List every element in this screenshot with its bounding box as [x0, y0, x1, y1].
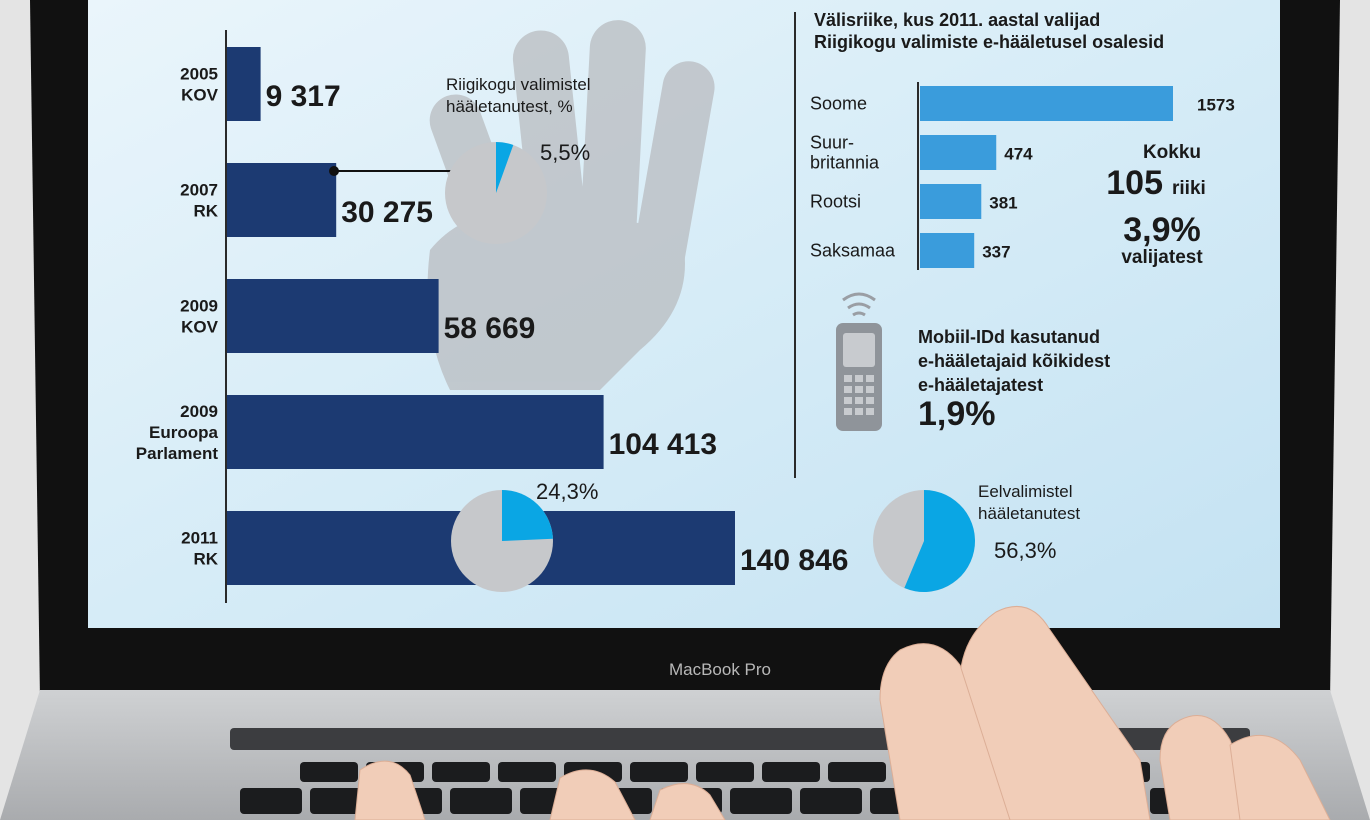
left-bar	[227, 279, 439, 353]
right-bar	[920, 135, 997, 170]
pie-2011-label: 24,3%	[536, 479, 598, 504]
right-bar-chart	[920, 86, 1173, 268]
summary-riiki: riiki	[1172, 178, 1206, 199]
keyboard-key	[240, 788, 302, 814]
keyboard-key	[432, 762, 490, 782]
hand-silhouette-icon	[427, 20, 715, 390]
right-value-label: 1573	[1197, 96, 1235, 115]
keyboard-key	[828, 762, 886, 782]
summary-kokku: Kokku	[1143, 142, 1201, 163]
left-category-label: 2007 RK	[180, 181, 219, 221]
left-value-label: 58 669	[444, 312, 536, 345]
summary-percent: 3,9%	[1123, 211, 1201, 249]
right-category-label: Suur-britannia	[810, 133, 880, 173]
mobile-phone-icon	[836, 292, 882, 431]
keyboard-key	[730, 788, 792, 814]
pie-advance-caption: Eelvalimistel hääletanutest	[978, 482, 1080, 523]
left-category-label: 2009 Euroopa Parlament	[136, 402, 219, 463]
left-category-label: 2005 KOV	[180, 65, 218, 105]
keyboard-key	[800, 788, 862, 814]
fingers	[354, 605, 1331, 820]
left-bar	[227, 163, 337, 237]
pie-title: Riigikogu valimistel hääletanutest, %	[446, 75, 591, 116]
right-bar	[920, 184, 982, 219]
left-category-label: 2011 RK	[181, 529, 219, 569]
right-value-labels: 1573 474 381 337	[982, 96, 1235, 262]
pie-connector-dot	[329, 166, 339, 176]
right-value-label: 337	[982, 243, 1010, 262]
pie-2007-label: 5,5%	[540, 140, 590, 165]
left-bar	[227, 47, 261, 121]
pie-charts: 5,5% 24,3% 56,3% Eelvalimistel hääletanutest	[445, 140, 1080, 592]
summary-country-count: 105	[1106, 164, 1163, 202]
right-value-label: 474	[1004, 145, 1033, 164]
left-category-label: 2009 KOV	[180, 297, 218, 337]
keyboard-key	[498, 762, 556, 782]
right-bar	[920, 233, 975, 268]
pie-advance-slice	[904, 490, 975, 592]
left-value-label: 9 317	[266, 80, 341, 113]
keyboard-key	[762, 762, 820, 782]
right-category-labels: Soome Suur-britannia Rootsi Saksamaa	[810, 94, 896, 261]
pie-advance-label: 56,3%	[994, 538, 1056, 563]
mobile-caption: Mobiil-IDd kasutanud e-hääletajaid kõikid…	[918, 327, 1110, 395]
pie-2007-slice	[496, 142, 514, 193]
keyboard-key	[450, 788, 512, 814]
mobile-value: 1,9%	[918, 395, 996, 433]
brand-label: MacBook Pro	[669, 660, 771, 679]
left-value-label: 104 413	[609, 428, 717, 461]
keyboard-key	[300, 762, 358, 782]
right-category-label: Saksamaa	[810, 241, 896, 261]
right-chart-title: Välisriike, kus 2011. aastal valijad Riig…	[814, 10, 1164, 52]
left-value-labels: 9 317 30 275 58 669 104 413 140 846	[266, 80, 849, 577]
left-value-label: 30 275	[341, 196, 433, 229]
right-category-label: Soome	[810, 94, 867, 114]
keyboard-key	[630, 762, 688, 782]
right-category-label: Rootsi	[810, 192, 861, 212]
right-value-label: 381	[989, 194, 1017, 213]
pie-2011-slice	[502, 490, 553, 541]
left-category-labels: 2005 KOV 2007 RK 2009 KOV 2009 Euroopa Parlament…	[136, 65, 219, 569]
keyboard-key	[696, 762, 754, 782]
left-bar	[227, 395, 604, 469]
summary-valijatest: valijatest	[1121, 247, 1203, 268]
left-value-label: 140 846	[740, 544, 848, 577]
right-bar	[920, 86, 1173, 121]
